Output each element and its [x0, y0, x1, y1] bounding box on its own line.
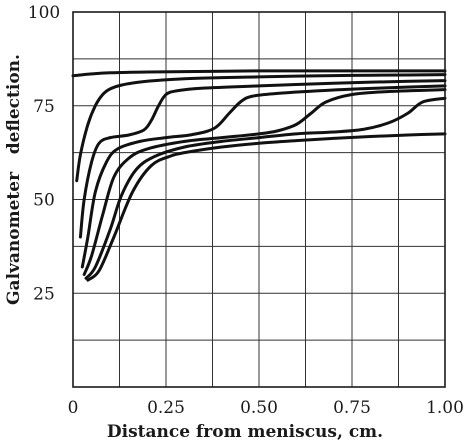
y-tick-label: 75 [33, 97, 55, 117]
series-line-7 [86, 132, 447, 282]
y-tick-label: 100 [28, 3, 60, 23]
series-group [71, 69, 447, 282]
grid [73, 12, 445, 387]
x-axis-label: Distance from meniscus, cm. [107, 422, 383, 442]
x-tick-label: 0.50 [240, 398, 278, 418]
x-tick-label: 0 [68, 398, 79, 418]
series-line-6 [84, 96, 447, 280]
x-tick-label: 0.75 [333, 398, 371, 418]
series-line-2 [75, 73, 447, 183]
x-tick-label: 1.00 [426, 398, 464, 418]
y-tick-label: 25 [33, 284, 55, 304]
series-line-3 [78, 79, 447, 239]
plot-frame [72, 11, 446, 388]
series-line-1 [71, 69, 447, 78]
y-axis-label: Galvanometer deflection. [4, 54, 24, 305]
y-tick-label: 50 [33, 191, 55, 211]
series-line-5 [82, 88, 447, 276]
x-tick-labels: 0 0.25 0.50 0.75 1.00 [68, 398, 464, 418]
series-line-4 [80, 84, 447, 269]
y-tick-labels: 25 50 75 100 [28, 3, 60, 304]
x-tick-label: 0.25 [147, 398, 185, 418]
